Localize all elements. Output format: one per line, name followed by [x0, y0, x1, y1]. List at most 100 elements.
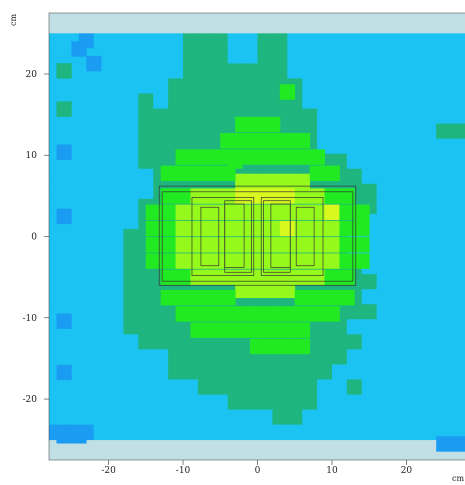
heatmap-cell — [49, 168, 65, 185]
heatmap-cell — [205, 269, 221, 286]
heatmap-cell — [391, 138, 407, 155]
heatmap-cell — [205, 149, 221, 165]
heatmap-cell — [123, 213, 139, 230]
heatmap-cell — [183, 63, 199, 79]
heatmap-cell — [361, 289, 378, 305]
heatmap-cell — [264, 338, 281, 355]
heatmap-cell — [108, 123, 124, 140]
heatmap-cell — [361, 349, 378, 365]
heatmap-cell — [451, 379, 465, 395]
heatmap-cell — [250, 116, 266, 133]
heatmap-cell — [279, 282, 296, 299]
heatmap-cell — [346, 424, 363, 441]
heatmap-cell — [339, 253, 355, 269]
heatmap-cell — [168, 424, 184, 441]
heatmap-cell — [406, 198, 422, 215]
heatmap-cell — [451, 108, 465, 125]
heatmap-cell — [235, 116, 251, 133]
geometry-outline — [270, 203, 291, 268]
heatmap-cell — [183, 394, 199, 410]
heatmap-cell — [63, 409, 80, 426]
heatmap-cell — [49, 379, 65, 395]
heatmap-cell — [294, 220, 311, 237]
heatmap-cell — [317, 93, 333, 109]
heatmap-cell — [421, 213, 437, 230]
heatmap-cell — [264, 237, 281, 253]
heatmap-cell — [257, 48, 273, 64]
heatmap-cell — [63, 274, 80, 290]
heatmap-cell — [309, 237, 325, 253]
heatmap-cell — [242, 33, 258, 49]
heatmap-cell — [361, 183, 378, 200]
heatmap-cell — [250, 322, 266, 338]
heatmap-cell — [354, 220, 370, 237]
heatmap-cell — [272, 48, 288, 64]
heatmap-cell — [63, 259, 80, 275]
heatmap-cell — [108, 168, 124, 185]
heatmap-cell — [56, 313, 72, 329]
heatmap-cell — [123, 123, 139, 140]
heatmap-cell — [406, 63, 422, 79]
heatmap-cell — [93, 289, 109, 305]
heatmap-cell — [317, 33, 333, 49]
heatmap-cell — [451, 289, 465, 305]
heatmap-cell — [391, 213, 407, 230]
heatmap-cell — [183, 78, 199, 94]
heatmap-cell — [190, 253, 206, 269]
heatmap-cell — [153, 409, 169, 426]
heatmap-cell — [421, 334, 437, 350]
heatmap-cell — [309, 306, 325, 322]
heatmap-cell — [175, 253, 191, 269]
heatmap-cell — [93, 259, 109, 275]
heatmap-cell — [279, 84, 296, 100]
heatmap-cell — [153, 424, 169, 441]
heatmap-cell — [93, 198, 109, 215]
heatmap-cell — [406, 364, 422, 380]
heatmap-cell — [93, 153, 109, 170]
heatmap-cell — [287, 394, 303, 410]
heatmap-cell — [436, 424, 452, 441]
heatmap-cell — [391, 93, 407, 109]
heatmap-cell — [153, 304, 169, 320]
heatmap-cell — [49, 409, 65, 426]
heatmap-cell — [436, 213, 452, 230]
y-axis-ticks: -20 -10 0 10 20 — [23, 70, 49, 405]
heatmap-cell — [93, 379, 109, 395]
heatmap-cell — [257, 364, 273, 380]
heatmap-cell — [324, 237, 340, 253]
heatmap-cell — [235, 173, 251, 190]
heatmap-cell — [108, 319, 124, 335]
heatmap-cell — [257, 93, 273, 109]
heatmap-cell — [361, 108, 378, 125]
heatmap-cell — [361, 409, 378, 426]
heatmap-cell — [108, 289, 124, 305]
heatmap-cell — [272, 409, 288, 426]
heatmap-cell — [331, 319, 348, 335]
heatmap-cell — [78, 394, 95, 410]
heatmap-cell — [339, 220, 355, 237]
heatmap-cell — [391, 274, 407, 290]
heatmap-cell — [451, 364, 465, 380]
heatmap-cell — [294, 237, 311, 253]
x-tick-label: -10 — [176, 466, 191, 476]
heatmap-cell — [331, 364, 348, 380]
heatmap-cell — [78, 334, 95, 350]
heatmap-cell — [123, 93, 139, 109]
heatmap-cell — [421, 379, 437, 395]
heatmap-cell — [123, 304, 139, 320]
heatmap-cell — [153, 349, 169, 365]
heatmap-cell — [123, 138, 139, 155]
heatmap-cell — [391, 153, 407, 170]
heatmap-cell — [153, 93, 169, 109]
heatmap-cell — [175, 289, 191, 306]
heatmap-cell — [138, 289, 154, 305]
heatmap-cell — [264, 149, 281, 165]
heatmap-cell — [227, 349, 243, 365]
heatmap-cell — [78, 168, 95, 185]
heatmap-cell — [331, 108, 348, 125]
heatmap-cell — [197, 33, 214, 49]
heatmap-cell — [197, 379, 214, 395]
heatmap-cell — [220, 165, 236, 182]
heatmap-cell — [78, 183, 95, 200]
